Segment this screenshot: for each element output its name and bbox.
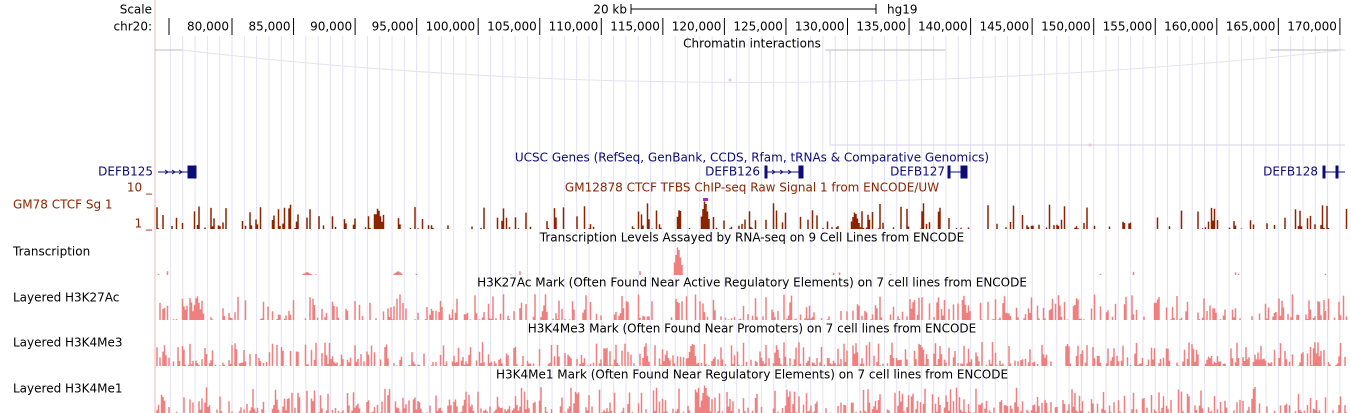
track-title: H3K27Ac Mark (Often Found Near Active Re… [477,276,1027,290]
track-label[interactable]: Layered H3K4Me3 [13,336,123,350]
ruler-label: 145,000 [980,20,1030,34]
track-title: H3K4Me3 Mark (Often Found Near Promoters… [528,322,977,336]
gene-models [158,165,1345,179]
assembly: hg19 [887,3,918,17]
track-title: Transcription Levels Assayed by RNA-seq … [539,231,964,245]
ruler-label: 155,000 [1103,20,1153,34]
gene-name[interactable]: DEFB126 [705,165,760,179]
track-title: UCSC Genes (RefSeq, GenBank, CCDS, Rfam,… [515,151,989,165]
track-title: Chromatin interactions [683,37,821,51]
track-title: H3K4Me1 Mark (Often Found Near Regulator… [496,368,1008,382]
ruler-label: 105,000 [487,20,537,34]
ruler-label: 95,000 [372,20,414,34]
ruler-label: 125,000 [733,20,783,34]
ruler: 80,000 85,000 90,000 95,000 100,000 105,000 11… [187,18,1341,35]
signals [156,198,1348,413]
interactions [155,49,1346,147]
track-title: GM12878 CTCF TFBS ChIP-seq Raw Signal 1 … [565,181,939,195]
axis-label: 1 _ [135,217,153,231]
ruler-label: 130,000 [795,20,845,34]
ruler-label: 120,000 [672,20,722,34]
ruler-label: 140,000 [918,20,968,34]
ruler-label: 165,000 [1226,20,1276,34]
ruler-label: 170,000 [1287,20,1337,34]
ruler-label: 85,000 [249,20,291,34]
scale-bar [630,4,877,14]
signal [156,342,1346,366]
track-label[interactable]: Layered H3K27Ac [13,291,119,305]
ruler-label: 110,000 [549,20,599,34]
gene-name[interactable]: DEFB128 [1263,165,1318,179]
ruler-label: 160,000 [1164,20,1214,34]
signal [157,247,1327,275]
track-label[interactable]: GM78 CTCF Sg 1 [13,198,113,212]
grid [169,36,1341,413]
ruler-label: 135,000 [856,20,906,34]
gene-name[interactable]: DEFB127 [890,165,945,179]
signal-peak [703,198,708,201]
axis-label: 10 _ [127,181,153,195]
ruler-label: 115,000 [610,20,660,34]
chrom-label: chr20: [114,20,152,34]
scale-bar-label: 20 kb [593,3,627,17]
ruler-label: 80,000 [187,20,229,34]
scale-label: Scale [120,3,152,17]
gene-name[interactable]: DEFB125 [98,165,153,179]
signal [159,294,1348,320]
track-label[interactable]: Transcription [12,245,90,259]
signal [156,201,1348,229]
ruler-label: 150,000 [1041,20,1091,34]
signal [156,385,1348,413]
ruler-label: 90,000 [310,20,352,34]
ruler-label: 100,000 [426,20,476,34]
track-label[interactable]: Layered H3K4Me1 [13,382,123,396]
